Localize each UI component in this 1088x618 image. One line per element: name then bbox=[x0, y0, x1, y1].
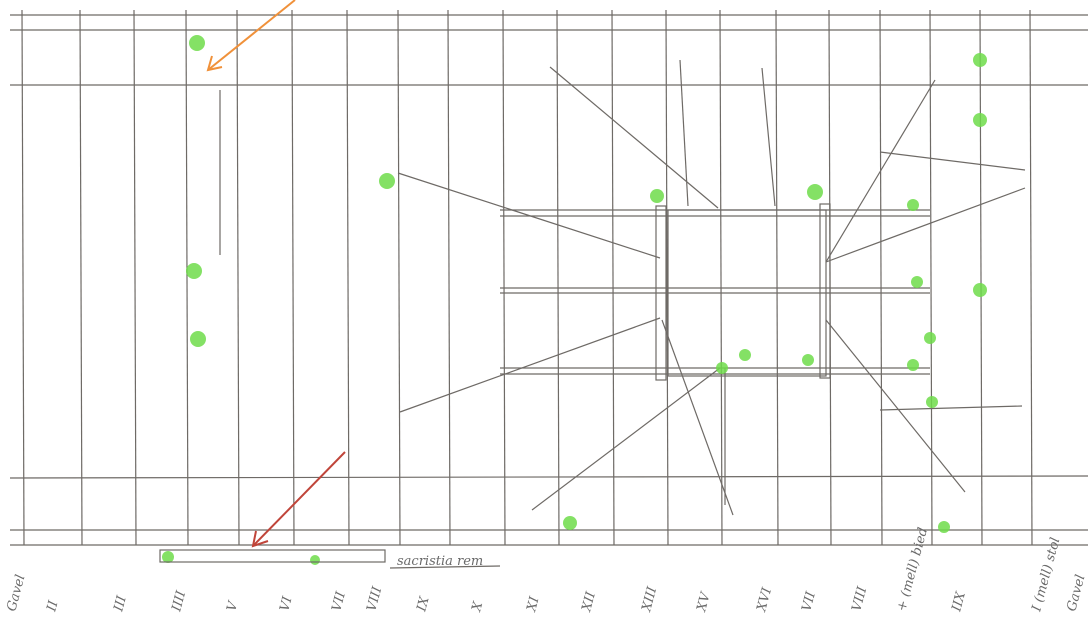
frame bbox=[9, 14, 1088, 546]
column-label: IIII bbox=[169, 588, 189, 614]
column-line bbox=[133, 9, 137, 546]
green-marks bbox=[162, 35, 987, 565]
column-line bbox=[236, 9, 240, 546]
column-line bbox=[879, 9, 883, 546]
column-line bbox=[397, 9, 401, 546]
column-label: XII bbox=[579, 589, 599, 614]
column-label: VI bbox=[277, 594, 295, 613]
column-label: VII bbox=[799, 589, 819, 613]
column-line bbox=[665, 9, 669, 546]
column-line bbox=[291, 9, 295, 546]
column-line bbox=[611, 9, 615, 546]
column-label: V bbox=[224, 599, 241, 614]
column-label: IIX bbox=[949, 590, 969, 614]
column-label: I (mell) stol bbox=[1029, 536, 1063, 614]
column-line bbox=[79, 9, 83, 546]
column-label: II bbox=[44, 598, 62, 614]
column-line bbox=[775, 9, 779, 546]
column-label: VIII bbox=[849, 584, 870, 613]
column-line bbox=[719, 9, 723, 546]
annotation: sacristia rem bbox=[397, 554, 483, 569]
arrows bbox=[206, 0, 346, 548]
column-label: XIII bbox=[639, 584, 660, 614]
column-label: VII bbox=[329, 589, 349, 613]
column-label: + (mell) bied bbox=[894, 526, 931, 613]
column-line bbox=[21, 9, 25, 546]
column-label: Gavel bbox=[4, 573, 28, 613]
column-line bbox=[929, 9, 933, 546]
column-line bbox=[1029, 9, 1033, 546]
column-label: XV bbox=[694, 590, 714, 614]
column-label: XVI bbox=[754, 585, 775, 614]
tie-lines bbox=[397, 59, 1026, 516]
sacristy: sacristia rem bbox=[159, 549, 501, 569]
column-line bbox=[556, 9, 560, 546]
column-line bbox=[979, 9, 983, 546]
column-label: XI bbox=[524, 594, 543, 614]
column-labels: Gavel II III IIII V VI VII VIII IX X XI XII XIII XV XV… bbox=[4, 526, 1088, 614]
column-line bbox=[346, 9, 350, 546]
column-label: VIII bbox=[364, 584, 385, 613]
column-line bbox=[502, 9, 506, 546]
crossing bbox=[219, 90, 930, 381]
column-label: Gavel bbox=[1064, 573, 1088, 613]
column-line bbox=[447, 9, 451, 546]
column-lines bbox=[21, 9, 1033, 546]
column-label: III bbox=[111, 593, 130, 614]
column-label: X bbox=[469, 599, 486, 614]
column-label: IX bbox=[414, 595, 433, 614]
column-line bbox=[185, 9, 189, 546]
